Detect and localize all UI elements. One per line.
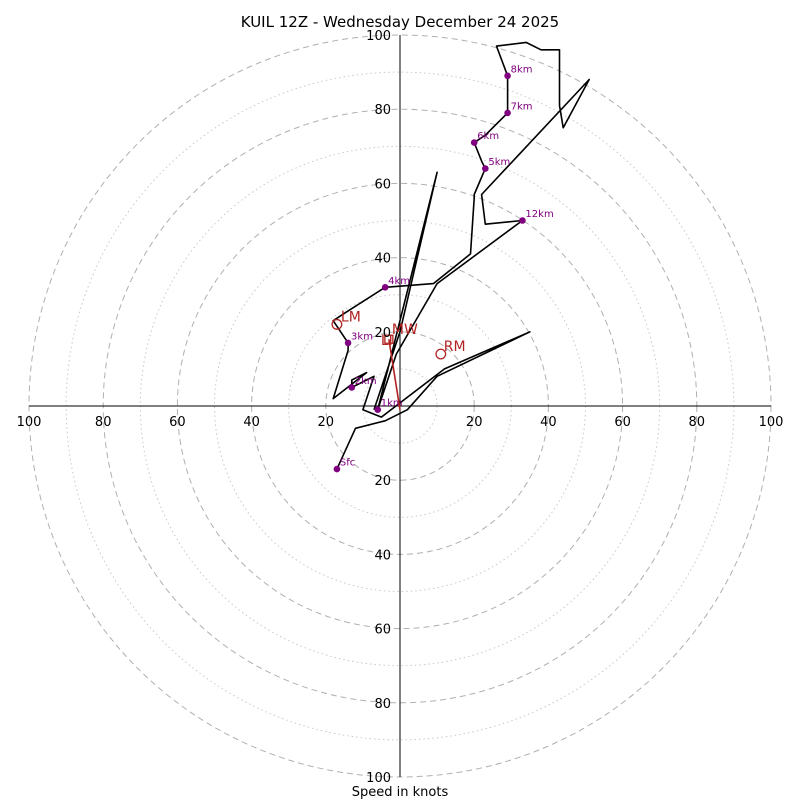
storm-motion-label-lm: LM xyxy=(341,309,361,325)
y-tick-label-bottom: 80 xyxy=(374,697,391,712)
height-marker-5km xyxy=(482,165,489,172)
height-marker-6km xyxy=(470,139,478,146)
height-marker-label: 5km xyxy=(488,157,510,168)
storm-motion-label-rm: RM xyxy=(444,339,466,355)
y-tick-label-top: 100 xyxy=(366,29,391,44)
x-tick-label: 60 xyxy=(169,415,186,430)
y-tick-label-top: 40 xyxy=(374,252,391,267)
height-marker-4km xyxy=(381,283,389,291)
height-marker-12km xyxy=(519,217,526,224)
hodograph-trace-group xyxy=(332,41,590,470)
height-marker-label: 6km xyxy=(477,131,499,142)
x-tick-label: 80 xyxy=(95,415,112,430)
x-tick-label: 80 xyxy=(689,415,706,430)
height-marker-sfc xyxy=(333,465,341,473)
height-marker-label: 7km xyxy=(511,101,533,112)
mean-wind-marker xyxy=(384,334,394,344)
storm-motion-rm-marker xyxy=(435,348,447,360)
height-marker-1km xyxy=(374,406,382,414)
hodograph-trace xyxy=(332,41,590,470)
chart-title: KUIL 12Z - Wednesday December 24 2025 xyxy=(241,13,559,31)
x-tick-label: 20 xyxy=(318,415,335,430)
height-marker-3km xyxy=(344,339,352,347)
y-tick-label-top: 60 xyxy=(374,177,391,192)
height-marker-2km xyxy=(348,384,356,391)
x-axis-label: Speed in knots xyxy=(352,785,449,800)
height-marker-label: Sfc xyxy=(340,458,355,469)
height-marker-8km xyxy=(504,72,511,80)
height-marker-label: 1km xyxy=(381,398,403,409)
height-marker-label: 12km xyxy=(525,209,553,220)
height-marker-label: 2km xyxy=(355,376,377,387)
x-tick-label: 40 xyxy=(540,415,557,430)
height-marker-7km xyxy=(504,109,511,117)
mean-wind-vector xyxy=(388,339,401,410)
x-tick-label: 60 xyxy=(614,415,631,430)
height-marker-label: 8km xyxy=(511,64,533,75)
x-tick-label: 100 xyxy=(17,415,42,430)
height-marker-label: 3km xyxy=(351,331,373,342)
y-tick-label-bottom: 100 xyxy=(366,771,391,786)
y-tick-label-bottom: 20 xyxy=(374,474,391,489)
height-marker-group: Sfc 1km 2km 3km 4km 5km 6km 7km 8km 12km xyxy=(333,64,554,473)
x-tick-label: 20 xyxy=(466,415,483,430)
storm-motion-label-li: LI xyxy=(381,333,393,349)
y-tick-label-bottom: 60 xyxy=(374,623,391,638)
tick-labels: 100 80 60 40 20 20 40 60 80 100 20 40 60 80 100 20 40 60 8… xyxy=(17,29,784,786)
height-marker-label: 4km xyxy=(388,276,410,287)
x-tick-label: 100 xyxy=(759,415,784,430)
storm-motion-label-mw: MW xyxy=(392,322,418,338)
storm-motion-lm-marker xyxy=(331,318,343,330)
y-tick-label-top: 80 xyxy=(374,103,391,118)
x-tick-label: 40 xyxy=(243,415,260,430)
y-tick-label-bottom: 40 xyxy=(374,548,391,563)
y-tick-label-top: 20 xyxy=(374,326,391,341)
